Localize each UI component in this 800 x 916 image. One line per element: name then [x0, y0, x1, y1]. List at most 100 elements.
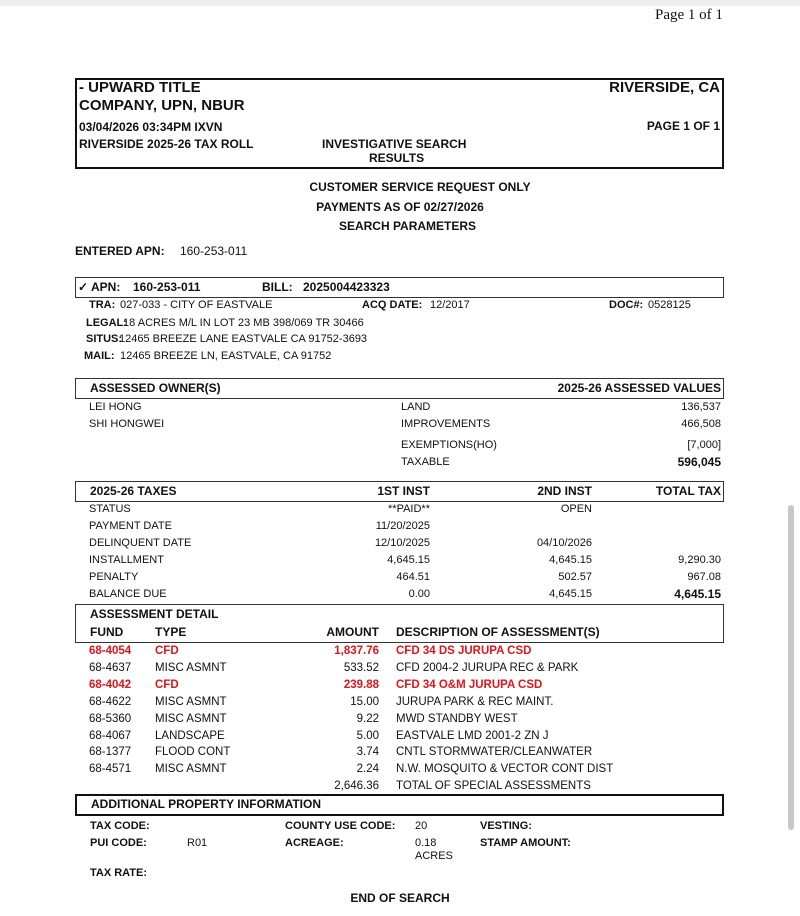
apn-value: 160-253-011 — [133, 280, 201, 294]
owners-title: ASSESSED OWNER(S) — [90, 381, 221, 395]
notice-3: SEARCH PARAMETERS — [338, 219, 477, 233]
first-inst-header: 1ST INST — [377, 484, 430, 498]
fund-header: FUND — [90, 625, 124, 639]
taxes-title: 2025-26 TAXES — [90, 484, 177, 498]
fund-code: 68-4637 — [89, 661, 132, 674]
first-installment-value: 0.00 — [408, 588, 430, 600]
second-inst-header: 2ND INST — [537, 484, 592, 498]
tra-value: 027-033 - CITY OF EASTVALE — [120, 299, 273, 311]
scrollbar[interactable] — [788, 505, 794, 830]
total-tax-value: 967.08 — [687, 571, 721, 583]
doc-label: DOC#: — [609, 299, 644, 311]
bill-label: BILL: — [262, 280, 293, 294]
assessment-description: MWD STANDBY WEST — [396, 712, 518, 725]
assessment-amount: 3.74 — [356, 746, 379, 759]
vesting-label: VESTING: — [480, 820, 532, 832]
assessment-type: FLOOD CONT — [155, 746, 231, 759]
tax-row-label: STATUS — [89, 503, 131, 515]
assessed-value-label: EXEMPTIONS(HO) — [401, 439, 497, 451]
mail-label: MAIL: — [84, 350, 115, 362]
first-installment-value: **PAID** — [388, 503, 430, 515]
first-installment-value: 12/10/2025 — [374, 537, 430, 549]
pui-label: PUI CODE: — [90, 837, 147, 849]
legal-label: LEGAL: — [86, 317, 127, 329]
assessment-description: CFD 34 O&M JURUPA CSD — [396, 678, 543, 691]
fund-code: 68-5360 — [89, 712, 132, 725]
assessment-type: LANDSCAPE — [155, 729, 225, 742]
datetime: 03/04/2026 03:34PM IXVN — [79, 120, 223, 134]
additional-box — [75, 794, 724, 816]
county-use-value: 20 — [415, 820, 428, 832]
total-tax-value: 4,645.15 — [674, 587, 721, 601]
assessed-value-label: IMPROVEMENTS — [401, 418, 491, 430]
acreage-unit: ACRES — [415, 850, 453, 862]
assessment-amount: 1,837.76 — [334, 645, 379, 657]
notice-1: CUSTOMER SERVICE REQUEST ONLY — [309, 180, 531, 194]
additional-title: ADDITIONAL PROPERTY INFORMATION — [91, 797, 322, 811]
owner-name: SHI HONGWEI — [89, 418, 165, 430]
company-line-1: - UPWARD TITLE — [79, 79, 201, 96]
acq-date-label: ACQ DATE: — [362, 299, 423, 311]
acreage-value: 0.18 — [415, 837, 437, 849]
entered-apn-label: ENTERED APN: — [75, 244, 165, 258]
report-title-2: RESULTS — [369, 151, 425, 165]
taxes-box — [75, 481, 724, 502]
second-installment-value: 502.57 — [558, 571, 592, 583]
total-tax-header: TOTAL TAX — [655, 484, 721, 498]
county-use-label: COUNTY USE CODE: — [285, 820, 396, 832]
check-icon: ✓ — [78, 280, 89, 294]
acreage-label: ACREAGE: — [285, 837, 344, 849]
fund-code: 68-4571 — [89, 763, 132, 776]
assessed-value-label: LAND — [401, 401, 431, 413]
assessment-amount: 5.00 — [356, 729, 379, 742]
total-tax-value: 9,290.30 — [678, 554, 721, 566]
assessment-title: ASSESSMENT DETAIL — [90, 607, 219, 621]
first-installment-value: 464.51 — [396, 571, 430, 583]
tax-row-label: INSTALLMENT — [89, 554, 164, 566]
tax-row-label: PAYMENT DATE — [89, 520, 172, 532]
assessed-value: 596,045 — [677, 455, 721, 469]
location: RIVERSIDE, CA — [609, 79, 720, 96]
tax-code-label: TAX CODE: — [90, 820, 150, 832]
assessment-type: CFD — [155, 678, 179, 691]
fund-code: 68-4067 — [89, 729, 132, 742]
situs-label: SITUS: — [86, 333, 123, 345]
acq-date-value: 12/2017 — [430, 299, 470, 311]
end-of-search: END OF SEARCH — [350, 891, 450, 905]
assessed-value: 466,508 — [681, 418, 721, 430]
bill-value: 2025004423323 — [303, 280, 390, 294]
apn-label: APN: — [91, 280, 121, 294]
fund-code: 68-4622 — [89, 695, 132, 708]
page-indicator: Page 1 of 1 — [655, 7, 723, 23]
company-line-2: COMPANY, UPN, NBUR — [79, 97, 245, 114]
fund-code: 68-1377 — [89, 746, 132, 759]
assessment-type: MISC ASMNT — [155, 695, 227, 708]
assessment-type: MISC ASMNT — [155, 763, 227, 776]
assessment-description: CNTL STORMWATER/CLEANWATER — [396, 746, 593, 759]
assessment-type: MISC ASMNT — [155, 712, 227, 725]
page-number: PAGE 1 OF 1 — [646, 119, 720, 133]
assessment-description: EASTVALE LMD 2001-2 ZN J — [396, 729, 549, 742]
assessment-header-box — [75, 604, 724, 643]
assessed-value: [7,000] — [687, 439, 721, 451]
doc-value: 0528125 — [648, 299, 691, 311]
assessment-total: 2,646.36 — [334, 780, 379, 792]
header-box — [75, 78, 724, 169]
assessment-description: CFD 34 DS JURUPA CSD — [396, 645, 532, 657]
tax-roll: RIVERSIDE 2025-26 TAX ROLL — [79, 137, 254, 151]
tax-row-label: PENALTY — [89, 571, 139, 583]
pui-value: R01 — [187, 837, 208, 849]
mail-value: 12465 BREEZE LN, EASTVALE, CA 91752 — [120, 350, 332, 362]
second-installment-value: 04/10/2026 — [536, 537, 592, 549]
second-installment-value: 4,645.15 — [549, 554, 592, 566]
description-header: DESCRIPTION OF ASSESSMENT(S) — [396, 625, 600, 639]
assessment-amount: 533.52 — [343, 661, 379, 674]
tax-row-label: BALANCE DUE — [89, 588, 167, 600]
situs-value: 12465 BREEZE LANE EASTVALE CA 91752-3693 — [119, 333, 368, 345]
tax-rate-label: TAX RATE: — [90, 867, 148, 879]
assessment-description: N.W. MOSQUITO & VECTOR CONT DIST — [396, 763, 614, 776]
second-installment-value: 4,645.15 — [549, 588, 592, 600]
assessment-amount: 15.00 — [350, 695, 379, 708]
stamp-amount-label: STAMP AMOUNT: — [480, 837, 571, 849]
